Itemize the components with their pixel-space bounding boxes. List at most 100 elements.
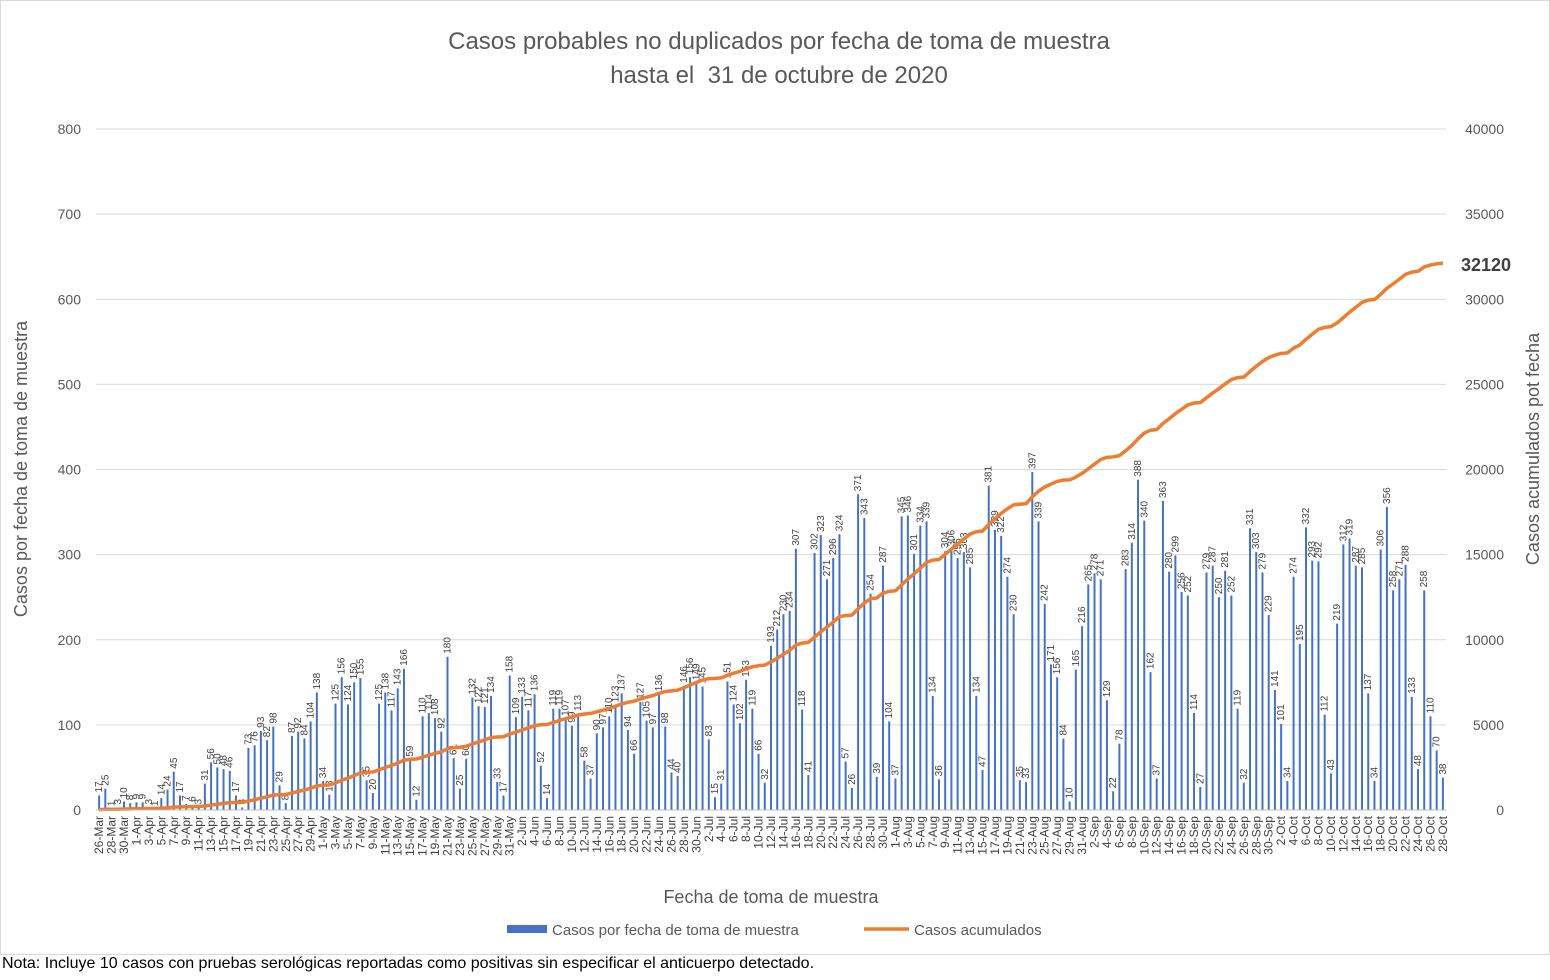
- bar: [247, 747, 250, 810]
- bar-data-label: 158: [505, 655, 516, 672]
- bar: [222, 769, 225, 810]
- bar-data-label: 117: [523, 691, 534, 707]
- bar: [732, 704, 735, 810]
- bar-data-label: 73: [243, 733, 254, 745]
- y-tick-label: 100: [58, 717, 82, 733]
- x-tick-label: 4-Jul: [714, 816, 728, 842]
- bar-data-label: 25: [455, 774, 466, 786]
- bar: [1118, 743, 1121, 810]
- bar: [1429, 716, 1432, 810]
- bar: [738, 723, 741, 810]
- bar-data-label: 84: [1058, 724, 1069, 736]
- x-tick-label: 22-Oct: [1399, 815, 1413, 852]
- bar-data-label: 14: [156, 784, 167, 796]
- bar-data-label: 56: [206, 748, 217, 760]
- bar: [602, 727, 605, 810]
- bar: [770, 645, 772, 810]
- bar-data-label: 293: [1307, 540, 1318, 557]
- bar: [160, 798, 163, 810]
- x-tick-label: 19-Apr: [241, 816, 255, 852]
- x-tick-label: 10-Oct: [1324, 815, 1338, 852]
- bar-data-label: 104: [884, 701, 895, 718]
- bar-data-label: 252: [1226, 575, 1237, 592]
- bar: [546, 798, 549, 810]
- bar: [527, 710, 530, 810]
- cumulative-line: [98, 261, 1444, 812]
- bar-data-label: 34: [1282, 766, 1293, 778]
- bar-data-label: 37: [586, 764, 597, 776]
- bar-data-label: 371: [853, 474, 864, 491]
- bar: [689, 677, 692, 810]
- bar-data-label: 280: [1164, 552, 1175, 569]
- bar: [346, 704, 349, 810]
- bar: [1224, 570, 1227, 810]
- bar-data-label: 137: [1363, 673, 1374, 690]
- bar: [1417, 769, 1419, 810]
- x-tick-label: 6-Sep: [1112, 816, 1126, 848]
- bar: [1081, 626, 1084, 810]
- bar: [1261, 572, 1264, 810]
- bar-data-labels: 1725131089931142445177633156504846173737…: [94, 452, 1449, 806]
- bar: [396, 688, 399, 810]
- bar-data-label: 287: [1208, 546, 1219, 563]
- bar: [1273, 689, 1276, 810]
- bar: [266, 740, 269, 810]
- bar: [987, 485, 990, 810]
- bar: [682, 685, 685, 810]
- bar: [533, 694, 536, 810]
- bar-data-label: 84: [299, 724, 310, 736]
- bar-data-label: 83: [704, 725, 715, 737]
- bar-data-label: 33: [1021, 767, 1032, 779]
- bar: [1093, 573, 1096, 810]
- bar: [1367, 693, 1370, 810]
- x-tick-label: 2-Jul: [702, 816, 716, 842]
- bar-data-label: 3: [194, 798, 205, 804]
- x-tick-label: 22-Jul: [826, 816, 840, 849]
- bar-data-label: 279: [1201, 552, 1212, 569]
- bar: [1012, 614, 1015, 810]
- x-tick-label: 18-Oct: [1374, 815, 1388, 852]
- bar-data-label: 22: [1108, 777, 1119, 789]
- bar: [658, 694, 661, 810]
- bar-data-label: 26: [847, 773, 858, 785]
- bar: [477, 706, 480, 810]
- bar: [135, 802, 138, 810]
- bar-data-label: 356: [1382, 487, 1393, 504]
- bar: [633, 753, 636, 810]
- bar-data-label: 9: [131, 793, 142, 799]
- x-tick-label: 16-Sep: [1175, 816, 1189, 855]
- bar-data-label: 146: [679, 666, 690, 683]
- x-tick-label: 9-May: [366, 816, 380, 849]
- bar: [303, 738, 306, 810]
- bar-data-label: 119: [554, 689, 565, 705]
- bar-data-label: 133: [1407, 677, 1418, 694]
- x-tick-label: 14-Jun: [590, 816, 604, 853]
- x-tick-label: 10-Jul: [752, 816, 766, 849]
- x-tick-label: 11-Apr: [192, 816, 206, 851]
- bar: [1193, 712, 1196, 810]
- bar: [203, 783, 206, 810]
- bar: [670, 772, 673, 810]
- bar-data-label: 104: [306, 701, 317, 718]
- x-tick-label: 2-Sep: [1088, 816, 1102, 848]
- bar: [272, 726, 275, 810]
- bar: [1155, 778, 1158, 810]
- bar-data-label: 155: [355, 658, 366, 675]
- bar: [514, 717, 517, 810]
- bar: [390, 710, 393, 810]
- bar-data-label: 134: [486, 676, 497, 693]
- bar: [956, 558, 959, 810]
- bar-data-label: 250: [1214, 577, 1225, 594]
- bar: [1018, 780, 1021, 810]
- bar-data-label: 24: [163, 775, 174, 787]
- bar-data-label: 141: [1270, 670, 1281, 687]
- bar: [1329, 773, 1332, 810]
- chart-title: Casos probables no duplicados por fecha …: [448, 28, 1110, 55]
- x-tick-label: 17-May: [416, 816, 430, 856]
- x-tick-label: 8-Jul: [739, 816, 753, 842]
- bar: [278, 785, 281, 810]
- bar-data-label: 33: [492, 767, 503, 779]
- bar: [1361, 567, 1364, 810]
- bar-data-label: 59: [405, 745, 416, 757]
- bar: [651, 727, 654, 810]
